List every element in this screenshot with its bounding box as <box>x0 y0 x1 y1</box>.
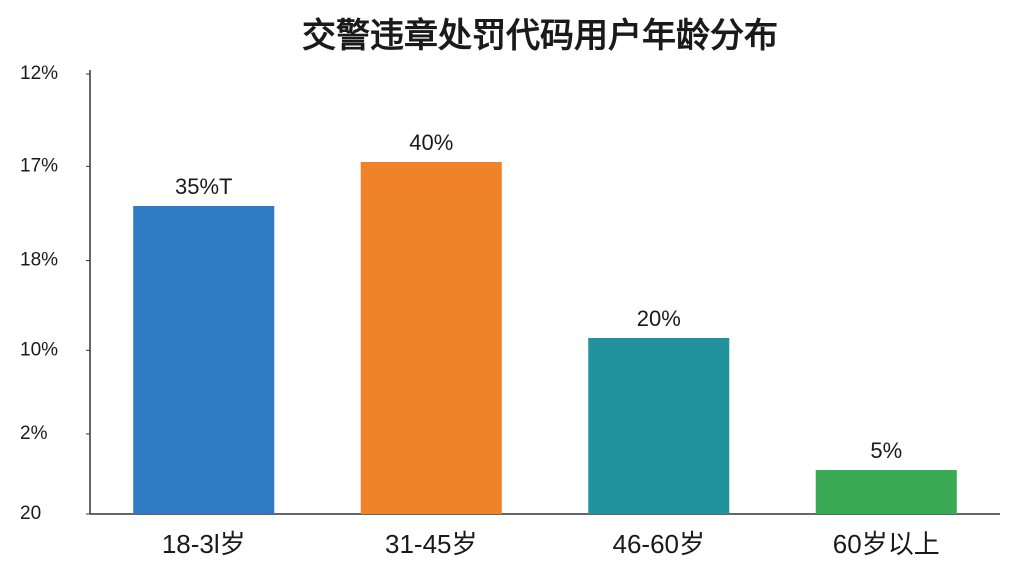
value-label: 20% <box>637 306 681 331</box>
bar <box>133 206 275 514</box>
chart-title: 交警违章处罚代码用户年龄分布 <box>302 16 778 55</box>
x-tick-label: 60岁以上 <box>833 529 940 559</box>
bar <box>588 338 730 514</box>
x-tick-label: 18-3l岁 <box>162 529 246 559</box>
bar <box>360 162 502 514</box>
y-tick-label: 2% <box>20 423 48 444</box>
x-tick-label: 46-60岁 <box>613 529 706 559</box>
x-tick-label: 31-45岁 <box>385 529 478 559</box>
value-label: 40% <box>409 130 453 155</box>
bar <box>815 470 957 514</box>
y-tick-label: 17% <box>20 155 58 176</box>
y-tick-label: 10% <box>20 339 58 360</box>
y-tick-label: 20 <box>20 503 41 524</box>
y-tick-label: 12% <box>20 63 58 84</box>
value-label: 5% <box>870 438 902 463</box>
value-label: 35%T <box>175 174 232 199</box>
y-tick-label: 18% <box>20 250 58 271</box>
